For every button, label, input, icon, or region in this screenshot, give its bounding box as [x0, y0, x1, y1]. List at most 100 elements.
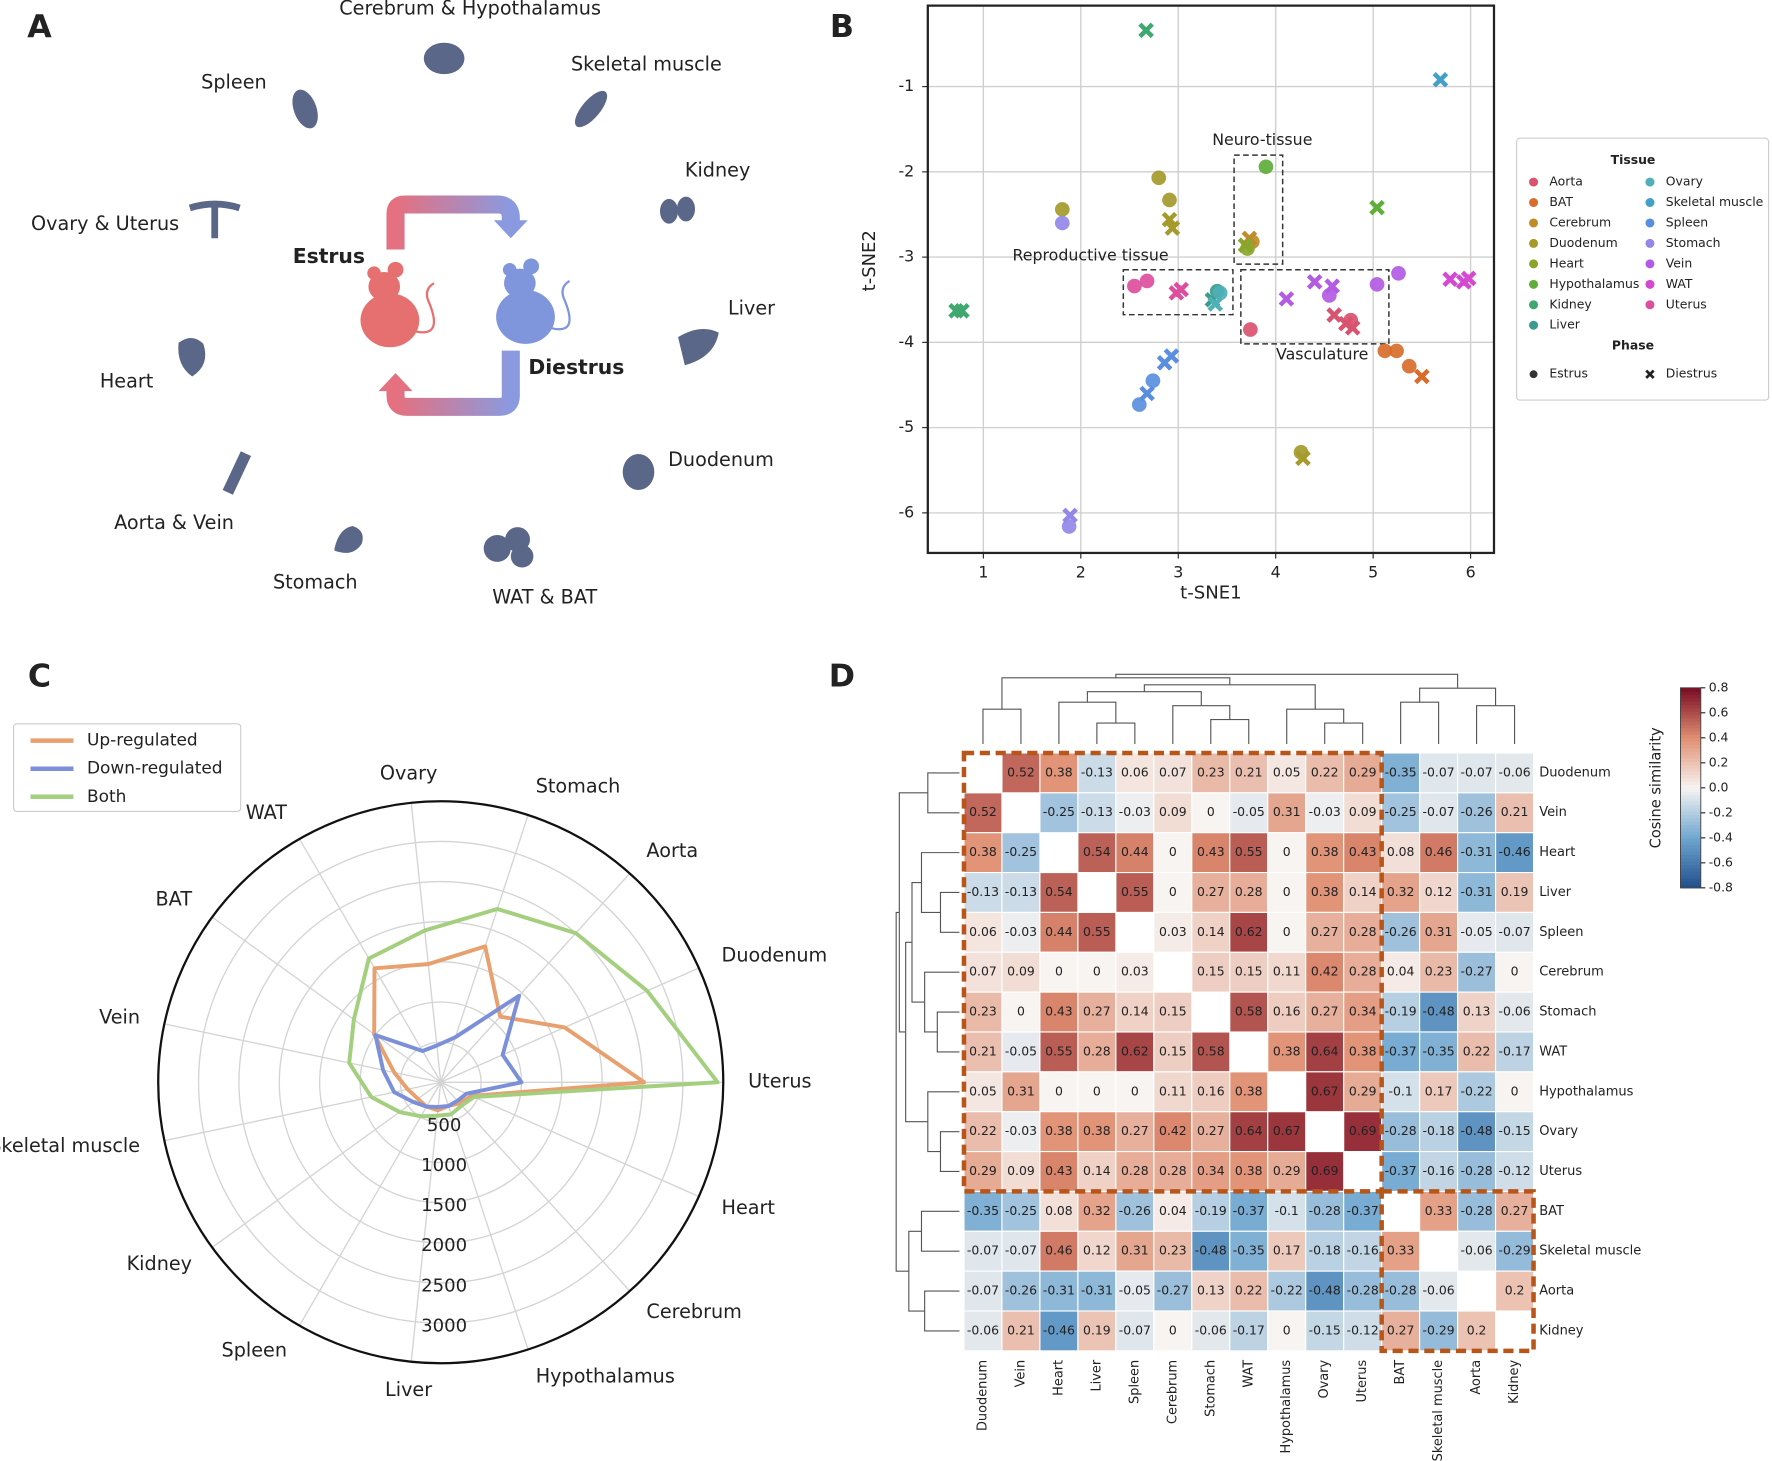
cell-label: 0.55	[1235, 844, 1263, 859]
cell	[963, 1190, 1003, 1232]
cell	[1039, 1190, 1079, 1232]
spoke	[410, 802, 442, 1083]
radial-tick-label: 2000	[421, 1235, 467, 1256]
point	[1138, 22, 1154, 39]
colorbar-step	[1680, 804, 1701, 809]
y-tick-label: -5	[898, 417, 914, 436]
colorbar-step	[1680, 874, 1701, 879]
cell-label: 0.38	[1235, 1163, 1263, 1178]
cell-label: 0.07	[969, 964, 997, 979]
cell-label: 0.16	[1273, 1004, 1301, 1019]
cell-label: -0.35	[967, 1203, 999, 1218]
cell-label: -0.15	[1309, 1322, 1341, 1337]
cell-label: -0.29	[1423, 1322, 1455, 1337]
cell-label: 0.31	[1425, 924, 1453, 939]
cell	[1305, 991, 1345, 1033]
legend-swatch	[1529, 198, 1539, 208]
colorbar-step	[1680, 741, 1701, 746]
dendrogram	[1086, 691, 1202, 706]
cell-label: 0.09	[1007, 964, 1035, 979]
point	[1162, 192, 1177, 208]
cell-label: -0.37	[1347, 1203, 1379, 1218]
x-tick-label: 5	[1368, 563, 1378, 582]
cell-label: -0.07	[967, 1283, 999, 1298]
cell-label: 0.23	[969, 1004, 997, 1019]
panel-label: C	[28, 659, 51, 695]
cell	[963, 1151, 1003, 1192]
cell-label: 0.31	[1273, 804, 1301, 819]
cell-label: -0.46	[1043, 1322, 1075, 1337]
cell-label: -0.07	[1461, 764, 1493, 779]
cell-label: 0.58	[1197, 1043, 1225, 1058]
row-label: Kidney	[1539, 1323, 1584, 1338]
point	[1369, 277, 1385, 292]
point	[1054, 215, 1070, 231]
cell-label: 0.12	[1083, 1243, 1111, 1258]
cell	[1115, 991, 1155, 1033]
dendrogram	[1286, 708, 1345, 744]
colorbar-step	[1680, 697, 1701, 702]
spoke	[440, 1081, 631, 1292]
legend-swatch	[1645, 177, 1655, 187]
colorbar-step	[1680, 687, 1701, 692]
annotation-box	[1122, 268, 1234, 316]
cell	[963, 1310, 1003, 1352]
colorbar-step	[1680, 827, 1701, 832]
category-label: Aorta	[646, 839, 698, 862]
cell-label: 0	[1511, 1083, 1519, 1098]
cell-label: 0.15	[1235, 964, 1263, 979]
cell	[1457, 1151, 1497, 1192]
column-label: Ovary	[1317, 1360, 1332, 1399]
tissue-label: Cerebrum & Hypothalamus	[339, 0, 601, 19]
dendrogram	[895, 911, 909, 1272]
row-label: Uterus	[1539, 1164, 1582, 1179]
cell	[1495, 792, 1535, 834]
point	[1163, 348, 1180, 364]
point	[1243, 322, 1258, 337]
dendrogram	[1096, 722, 1136, 744]
cell-label: -0.07	[967, 1243, 999, 1258]
cell-label: 0.09	[1349, 804, 1377, 819]
column-label: Skeletal muscle	[1431, 1360, 1446, 1461]
cell-label: 0.69	[1311, 1163, 1339, 1178]
column-label: Uterus	[1355, 1360, 1370, 1403]
legend-label: Hypothalamus	[1549, 276, 1639, 291]
cell-label: -0.35	[1423, 1043, 1455, 1058]
colorbar-step	[1680, 831, 1701, 836]
cell-label: -0.28	[1347, 1283, 1379, 1298]
cell	[1077, 832, 1117, 874]
cell	[1115, 1031, 1155, 1073]
cell-label: -0.28	[1309, 1203, 1341, 1218]
cell	[1001, 1270, 1041, 1312]
cell	[1495, 1071, 1535, 1113]
legend-title: Phase	[1612, 338, 1654, 353]
cell	[1039, 1031, 1079, 1073]
x-tick-label: 1	[978, 563, 988, 582]
cell-label: -0.07	[1423, 764, 1455, 779]
legend-swatch	[1645, 369, 1655, 379]
cell-label: 0.17	[1273, 1243, 1301, 1258]
cell	[1381, 1230, 1421, 1272]
colorbar-step	[1680, 791, 1701, 796]
colorbar-step	[1680, 754, 1701, 759]
cell	[1153, 1310, 1193, 1352]
colorbar-tick-label: 0.4	[1709, 729, 1729, 744]
cell	[1267, 1151, 1307, 1192]
cell	[963, 1031, 1003, 1073]
legend-label: Uterus	[1666, 296, 1707, 311]
point	[1139, 273, 1155, 289]
mouse-estrus	[360, 261, 436, 348]
cell-label: 0	[1511, 964, 1519, 979]
cell-label: -0.29	[1499, 1243, 1531, 1258]
legend-swatch	[1529, 320, 1539, 330]
legend-label: Up-regulated	[87, 730, 198, 750]
cell-label: -0.25	[1385, 804, 1417, 819]
cell	[1495, 871, 1535, 913]
cell	[1229, 1151, 1269, 1192]
y-tick-label: -3	[898, 247, 914, 266]
colorbar-step	[1680, 777, 1701, 782]
cell	[1381, 792, 1421, 834]
cell-label: 0.22	[1311, 764, 1339, 779]
cell-label: 0.15	[1197, 964, 1225, 979]
cell	[1039, 752, 1079, 794]
